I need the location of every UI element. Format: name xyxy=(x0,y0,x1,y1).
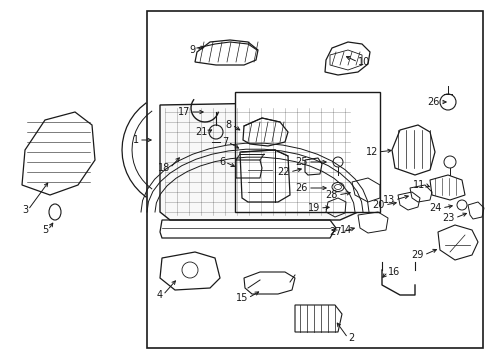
Text: 1: 1 xyxy=(133,135,139,145)
Text: 28: 28 xyxy=(325,190,337,200)
Text: 10: 10 xyxy=(357,57,369,67)
Text: 3: 3 xyxy=(22,205,28,215)
Text: 20: 20 xyxy=(372,200,384,210)
Text: 15: 15 xyxy=(235,293,247,303)
Text: 25: 25 xyxy=(295,157,307,167)
Text: 24: 24 xyxy=(429,203,441,213)
Text: 18: 18 xyxy=(158,163,170,173)
Text: 7: 7 xyxy=(221,137,227,147)
Text: 26: 26 xyxy=(295,183,307,193)
Text: 9: 9 xyxy=(189,45,196,55)
Text: 17: 17 xyxy=(177,107,190,117)
Bar xyxy=(147,11,482,348)
Text: 22: 22 xyxy=(277,167,289,177)
Text: 12: 12 xyxy=(365,147,377,157)
Text: 2: 2 xyxy=(347,333,353,343)
Text: 13: 13 xyxy=(382,195,394,205)
Text: 11: 11 xyxy=(412,180,424,190)
Bar xyxy=(235,92,379,212)
Text: 27: 27 xyxy=(329,227,341,237)
Text: 4: 4 xyxy=(157,290,163,300)
Polygon shape xyxy=(160,102,357,220)
Text: 14: 14 xyxy=(339,225,351,235)
Text: 5: 5 xyxy=(41,225,48,235)
Text: 16: 16 xyxy=(387,267,400,277)
Text: 8: 8 xyxy=(225,120,231,130)
Text: 6: 6 xyxy=(219,157,224,167)
Text: 21: 21 xyxy=(195,127,207,137)
Text: 26: 26 xyxy=(427,97,439,107)
Text: 19: 19 xyxy=(307,203,319,213)
Text: 23: 23 xyxy=(442,213,454,223)
Text: 29: 29 xyxy=(411,250,423,260)
